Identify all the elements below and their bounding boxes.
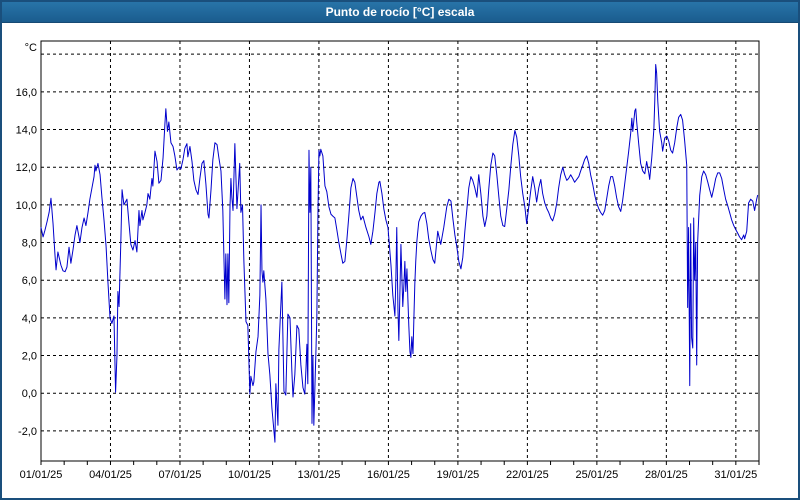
- x-axis-tick-label: 04/01/25: [89, 469, 132, 481]
- title-bar: Punto de rocío [°C] escala: [2, 2, 798, 23]
- x-axis-tick-label: 25/01/25: [575, 469, 618, 481]
- y-axis-tick-label: 10,0: [16, 200, 37, 212]
- y-axis-tick-label: 6,0: [22, 275, 37, 287]
- plot-border: [40, 40, 760, 462]
- y-axis-tick-label: 14,0: [16, 125, 37, 137]
- x-axis-tick-label: 01/01/25: [20, 469, 63, 481]
- chart-svg: 16,0 14,0 12,0 10,0 8,0 6,0 4,0 2,0 0,0 -2,0 01/01…: [16, 40, 760, 481]
- x-axis-tick-label: 28/01/25: [645, 469, 688, 481]
- y-axis-tick-label: 2,0: [22, 351, 37, 363]
- x-axis-tick-label: 31/01/25: [714, 469, 757, 481]
- x-axis-tick-label: 19/01/25: [436, 469, 479, 481]
- plot-container: 16,0 14,0 12,0 10,0 8,0 6,0 4,0 2,0 0,0 -2,0 01/01…: [2, 23, 798, 498]
- x-axis-tick-label: 22/01/25: [506, 469, 549, 481]
- y-axis-tick-label: 0,0: [22, 388, 37, 400]
- y-axis-unit-label: °C: [25, 42, 37, 54]
- y-axis-tick-label: 8,0: [22, 238, 37, 250]
- x-axis-tick-label: 13/01/25: [298, 469, 341, 481]
- y-axis-tick-label: 16,0: [16, 87, 37, 99]
- dewpoint-line: [40, 64, 759, 443]
- chart-title: Punto de rocío [°C] escala: [325, 5, 475, 19]
- x-axis-tick-label: 07/01/25: [159, 469, 202, 481]
- y-axis-tick-label: 4,0: [22, 313, 37, 325]
- y-axis-tick-label: 12,0: [16, 162, 37, 174]
- y-axis-tick-label: -2,0: [18, 426, 37, 438]
- x-axis-tick-label: 10/01/25: [228, 469, 271, 481]
- x-axis-tick-label: 16/01/25: [367, 469, 410, 481]
